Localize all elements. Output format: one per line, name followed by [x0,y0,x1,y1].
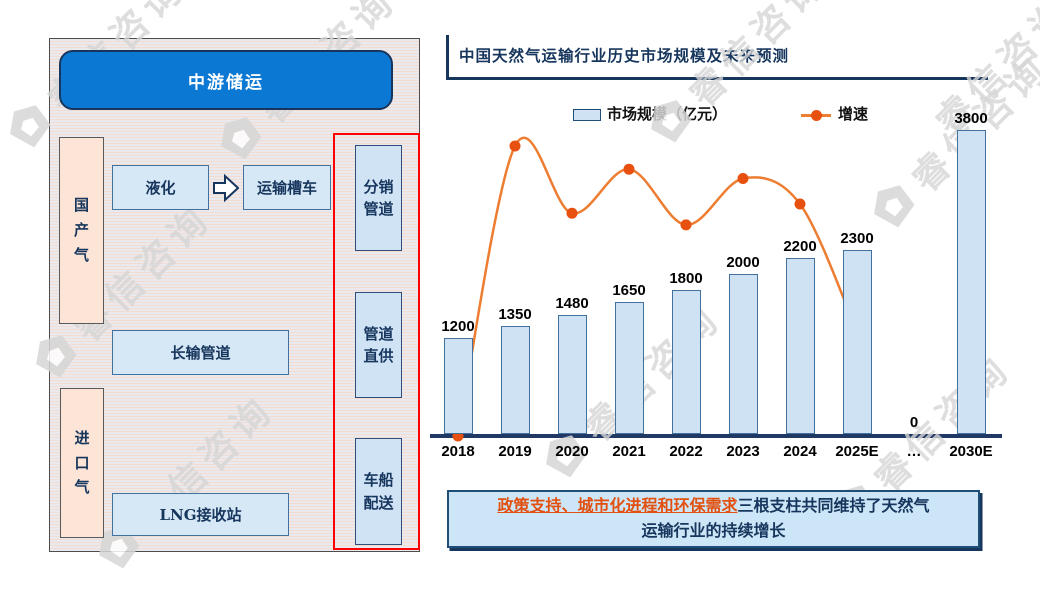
x-axis-line [430,433,1002,438]
bar [956,129,986,434]
line-data-point [680,219,692,231]
x-axis-label: 2020 [555,443,589,460]
insight-rest: 三根支柱共同维持了天然气 运输行业的持续增长 [641,496,930,540]
bar [785,257,815,434]
insight-text: 政策支持、城市化进程和环保需求三根支柱共同维持了天然气 运输行业的持续增长 [497,494,929,544]
x-axis-label: 2030E [949,443,993,460]
x-axis-label: 2022 [669,443,703,460]
right-arrow-icon [213,173,239,203]
bar [614,301,644,434]
insight-text-box: 政策支持、城市化进程和环保需求三根支柱共同维持了天然气 运输行业的持续增长 [447,490,980,548]
line-data-point [737,172,749,184]
x-axis-label: 2023 [726,443,760,460]
x-axis-label: 2019 [498,443,532,460]
liquefaction-box: 液化 [112,165,209,210]
bar [500,325,530,434]
x-axis-label: 2024 [783,443,817,460]
lng-terminal-box: LNG接收站 [112,493,289,536]
line-data-point [794,198,806,210]
plot-area: 1200 2018 1350 2019 1480 2020 1650 2021 1800 2022… [430,98,1002,460]
bar-value-label: 1480 [555,295,589,313]
bar [443,337,473,434]
bar-value-label: 1650 [612,281,646,299]
legend-line-marker-icon [801,110,831,121]
domestic-gas-box: 国 产 气 [59,137,104,324]
x-axis-label: 2025E [835,443,879,460]
bar [842,249,872,434]
bar-value-label: 2300 [840,229,874,247]
x-axis-label: 2021 [612,443,646,460]
line-data-point [509,140,521,152]
bar [728,273,758,434]
bar-value-label: 0 [909,413,919,431]
bar [671,289,701,434]
title-accent-bar [446,35,449,78]
x-axis-label: … [906,443,922,460]
transport-tanker-box: 运输槽车 [243,165,331,210]
chart-title: 中国天然气运输行业历史市场规模及未来预测 [459,46,790,65]
line-data-point [623,163,635,175]
bar-value-label: 1350 [498,305,532,323]
bar-value-label: 2000 [726,253,760,271]
bar-value-label: 1200 [441,317,475,335]
title-underline [446,77,988,80]
bar-value-label: 3800 [954,109,988,127]
bar-value-label: 2200 [783,237,817,255]
bar [557,315,587,434]
bar-value-label: 1800 [669,269,703,287]
diagram-header-midstream-storage: 中游储运 [59,50,393,110]
highlight-red-frame [333,133,420,550]
pipeline-direct-supply-box: 管道 直供 [355,292,402,398]
legend-line-label: 增速 [838,106,869,123]
distribution-pipeline-box: 分销 管道 [355,145,402,251]
legend-bar-swatch [573,109,601,121]
x-axis-label: 2018 [441,443,475,460]
truck-ship-delivery-box: 车船 配送 [355,438,402,545]
long-distance-pipeline-box: 长输管道 [112,330,289,375]
insight-highlight: 政策支持、城市化进程和环保需求 [497,496,738,516]
imported-gas-box: 进 口 气 [60,388,104,538]
line-data-point [566,207,578,219]
